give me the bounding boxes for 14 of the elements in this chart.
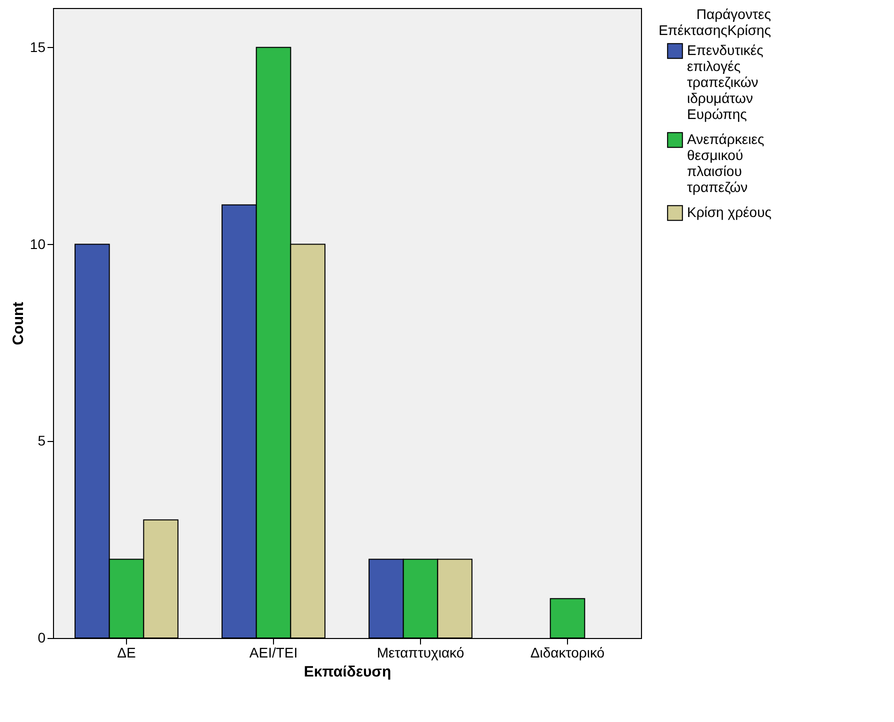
y-tick-label: 5 — [38, 432, 46, 449]
x-axis-title: Εκπαίδευση — [304, 664, 392, 680]
legend-label: Ανεπάρκειες θεσμικού πλαισίου τραπεζών — [687, 131, 764, 195]
x-tick-label: ΑΕΙ/ΤΕΙ — [249, 644, 298, 660]
x-tick-label: Διδακτορικό — [530, 644, 605, 660]
y-tick-label: 0 — [38, 630, 46, 646]
x-tick-label: ΔΕ — [117, 644, 136, 660]
y-tick-label: 10 — [30, 236, 46, 252]
legend-label: Κρίση χρέους — [687, 204, 772, 220]
y-tick-label: 15 — [30, 38, 46, 55]
x-tick-label: Μεταπτυχιακό — [376, 644, 464, 660]
y-axis-title: Count — [10, 302, 27, 346]
legend-title: Παράγοντες ΕπέκτασηςΚρίσης — [658, 6, 772, 38]
legend-label: Επενδυτικές επιλογές τραπεζικών ιδρυμάτων Ευρώπης — [687, 42, 764, 122]
